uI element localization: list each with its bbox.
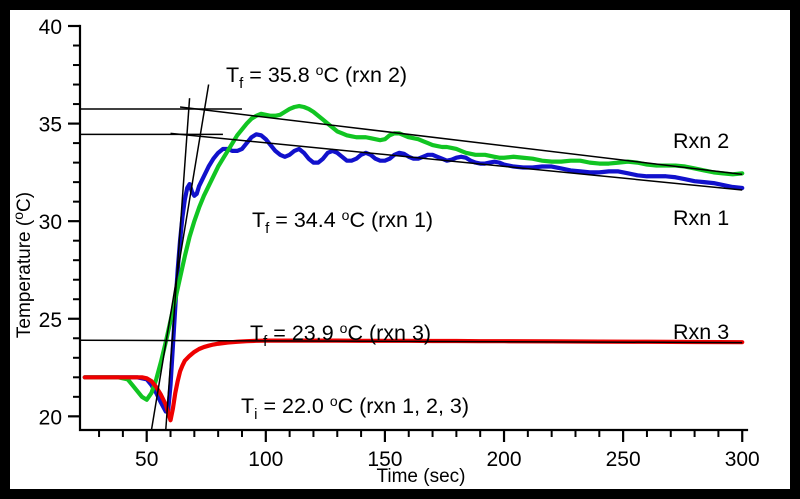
annotation-subscript: f bbox=[239, 75, 244, 92]
tick-label-layer: 20 25 30 35 40 50 100 150 200 250 300 bbox=[39, 16, 760, 471]
x-tick-label: 300 bbox=[725, 448, 760, 471]
fit-line-rxn2-rise-slope bbox=[150, 84, 210, 431]
label-rxn2: Rxn 2 bbox=[673, 129, 729, 153]
annotation-tf-rxn1: Tf = 34.4 oC (rxn 1) bbox=[252, 207, 433, 237]
label-rxn3: Rxn 3 bbox=[673, 320, 729, 344]
annotation-value: = 23.9 bbox=[267, 321, 339, 345]
x-axis-title: Time (sec) bbox=[376, 466, 465, 487]
annotation-value: = 22.0 bbox=[257, 394, 329, 418]
annotation-value: = 35.8 bbox=[243, 63, 315, 87]
fit-line-rxn3-plateau-fit bbox=[79, 339, 743, 344]
y-tick-label: 25 bbox=[39, 309, 62, 332]
x-tick-label: 100 bbox=[248, 448, 283, 471]
x-tick-label: 200 bbox=[486, 448, 521, 471]
x-tick-label: 150 bbox=[367, 448, 402, 471]
y-axis-title-main: Temperature ( bbox=[14, 219, 35, 338]
x-tick-label: 50 bbox=[135, 448, 158, 471]
annotation-symbol: T bbox=[226, 63, 239, 87]
series-label-layer: Rxn 2 Rxn 1 Rxn 3 bbox=[673, 129, 729, 344]
y-tick-label: 30 bbox=[39, 211, 62, 234]
annotation-layer: Tf = 35.8 oC (rxn 2)Tf = 34.4 oC (rxn 1)… bbox=[226, 62, 469, 423]
annotation-degree-symbol: o bbox=[316, 62, 324, 78]
annotation-subscript: f bbox=[263, 333, 268, 350]
annotation-symbol: T bbox=[252, 208, 265, 232]
x-axis-title-text: Time (sec) bbox=[376, 466, 465, 487]
y-axis-title-unit: C) bbox=[14, 192, 35, 212]
annotation-suffix: C (rxn 1, 2, 3) bbox=[338, 394, 469, 418]
annotation-degree-symbol: o bbox=[342, 207, 350, 223]
label-rxn1: Rxn 1 bbox=[673, 206, 729, 230]
annotation-suffix: C (rxn 2) bbox=[323, 63, 407, 87]
annotation-suffix: C (rxn 1) bbox=[349, 208, 433, 232]
axis-spines bbox=[78, 24, 749, 432]
axis-layer bbox=[68, 24, 749, 442]
annotation-tf-rxn3: Tf = 23.9 oC (rxn 3) bbox=[250, 320, 431, 350]
fit-lines-layer bbox=[79, 84, 743, 431]
y-tick-label: 35 bbox=[39, 114, 62, 137]
x-tick-label: 250 bbox=[606, 448, 641, 471]
annotation-degree-symbol: o bbox=[340, 320, 348, 336]
y-axis-title: Temperature (oC) bbox=[10, 192, 35, 338]
y-axis-degree-symbol: o bbox=[10, 212, 26, 220]
annotation-ti-all: Ti = 22.0 oC (rxn 1, 2, 3) bbox=[241, 393, 469, 423]
annotation-symbol: T bbox=[250, 321, 263, 345]
plot-background bbox=[10, 10, 790, 489]
figure-canvas: 20 25 30 35 40 50 100 150 200 250 300 Tf = 35.8 oC… bbox=[10, 10, 790, 489]
y-tick-label: 40 bbox=[39, 16, 62, 39]
fit-line-rxn2-plateau-fit bbox=[179, 106, 743, 176]
annotation-symbol: T bbox=[241, 394, 254, 418]
annotation-value: = 34.4 bbox=[269, 208, 341, 232]
annotation-degree-symbol: o bbox=[330, 393, 338, 409]
annotation-subscript: i bbox=[254, 406, 257, 423]
annotation-suffix: C (rxn 3) bbox=[347, 321, 431, 345]
annotation-tf-rxn2: Tf = 35.8 oC (rxn 2) bbox=[226, 62, 407, 92]
fit-line-rxn1-plateau-fit bbox=[170, 132, 743, 191]
series-line-rxn-2 bbox=[82, 103, 745, 402]
annotation-subscript: f bbox=[265, 220, 270, 237]
svg-text:Temperature (oC): Temperature (oC) bbox=[10, 192, 35, 338]
series-line-rxn-1 bbox=[82, 132, 745, 414]
fit-line-rxn1-rise-slope bbox=[165, 98, 191, 431]
y-tick-label: 20 bbox=[39, 406, 62, 429]
